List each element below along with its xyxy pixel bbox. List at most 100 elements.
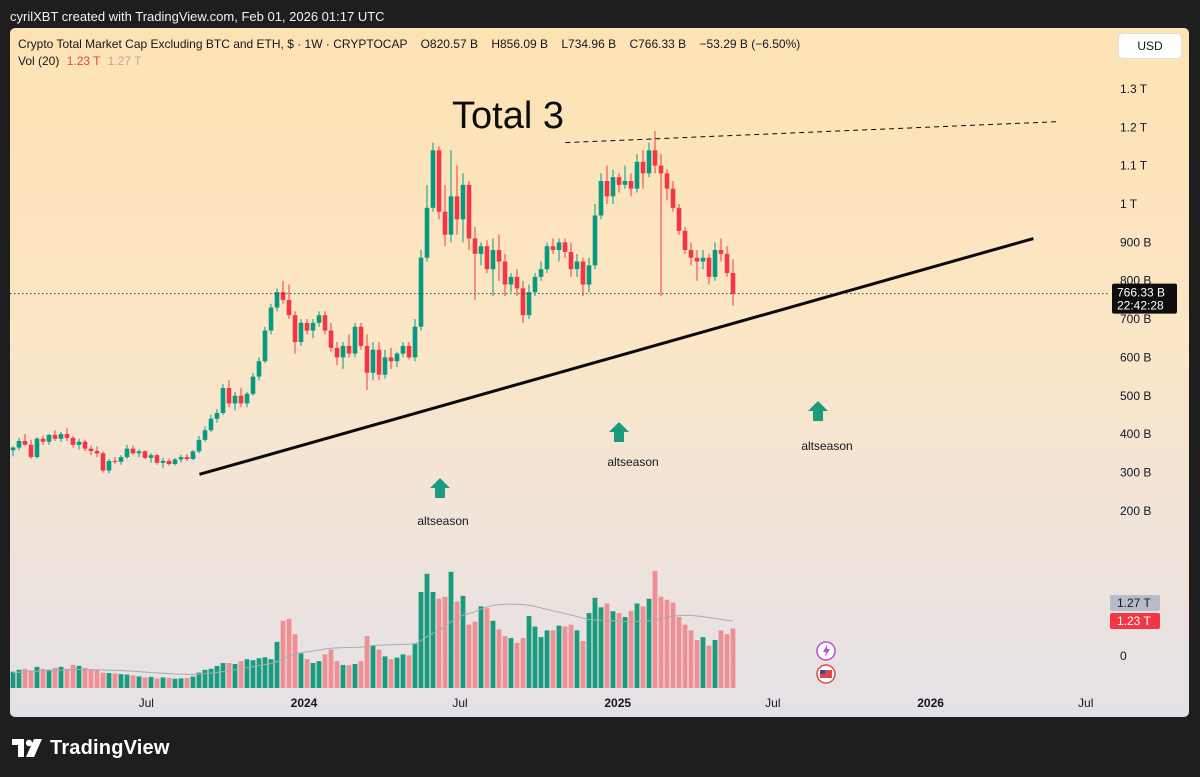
candle-body bbox=[16, 441, 22, 448]
symbol-name[interactable]: Crypto Total Market Cap Excluding BTC an… bbox=[18, 37, 408, 51]
volume-bar bbox=[196, 672, 202, 688]
candle-body bbox=[28, 444, 34, 458]
volume-bar bbox=[706, 645, 712, 688]
tradingview-logo[interactable]: TradingView bbox=[12, 736, 170, 760]
candle-body bbox=[634, 161, 640, 189]
candle-body bbox=[562, 242, 568, 252]
volume-bar bbox=[592, 597, 598, 688]
candle-body bbox=[256, 361, 262, 377]
candle-body bbox=[550, 246, 556, 251]
volume-bar bbox=[538, 637, 544, 688]
price-axis-label: 300 B bbox=[1120, 465, 1151, 479]
candle-body bbox=[154, 455, 160, 463]
volume-bar bbox=[292, 634, 298, 688]
candle-body bbox=[520, 288, 526, 316]
volume-bar bbox=[94, 669, 100, 688]
volume-legend[interactable]: Vol (20) 1.23 T 1.27 T bbox=[18, 54, 141, 68]
candle-body bbox=[376, 349, 382, 375]
time-axis-label: Jul bbox=[765, 696, 780, 710]
currency-button[interactable]: USD bbox=[1119, 34, 1181, 58]
volume-bar bbox=[508, 638, 514, 688]
volume-bar bbox=[640, 606, 646, 688]
open-value: O820.57 B bbox=[420, 37, 478, 51]
volume-bar bbox=[730, 628, 736, 688]
candle-body bbox=[352, 326, 358, 354]
candle-body bbox=[262, 330, 268, 362]
volume-ma-badge-label: 1.27 T bbox=[1117, 596, 1151, 610]
altseason-annotation: altseason bbox=[607, 422, 659, 469]
candle-body bbox=[442, 211, 448, 235]
candle-body bbox=[502, 261, 508, 285]
symbol-legend[interactable]: Crypto Total Market Cap Excluding BTC an… bbox=[18, 37, 800, 51]
chart-title: Total 3 bbox=[452, 95, 564, 137]
candle-body bbox=[430, 150, 436, 208]
volume-bar bbox=[658, 596, 664, 688]
volume-bar bbox=[568, 624, 574, 688]
volume-bar bbox=[580, 640, 586, 688]
us-flag-canton bbox=[820, 670, 825, 674]
candle-body bbox=[112, 460, 118, 462]
candle-body bbox=[184, 457, 190, 460]
candle-body bbox=[178, 457, 184, 460]
volume-bar bbox=[634, 603, 640, 688]
candle-body bbox=[670, 188, 676, 208]
candle-body bbox=[574, 261, 580, 270]
candle-body bbox=[250, 376, 256, 394]
volume-bar bbox=[160, 677, 166, 688]
candle-body bbox=[22, 441, 28, 445]
volume-bar bbox=[10, 671, 16, 688]
candle-body bbox=[496, 250, 502, 262]
price-axis-label: 700 B bbox=[1120, 312, 1151, 326]
volume-bar bbox=[544, 630, 550, 688]
volume-bar bbox=[142, 677, 148, 688]
volume-bar bbox=[154, 678, 160, 688]
volume-bar bbox=[616, 613, 622, 688]
candle-body bbox=[628, 180, 634, 189]
candle-body bbox=[268, 307, 274, 331]
volume-bar bbox=[478, 606, 484, 688]
time-axis-label: Jul bbox=[139, 696, 154, 710]
volume-bar bbox=[382, 656, 388, 688]
volume-bar bbox=[220, 663, 226, 688]
candle-body bbox=[436, 150, 442, 212]
price-axis-label: 200 B bbox=[1120, 504, 1151, 518]
volume-bar bbox=[430, 592, 436, 688]
time-axis-label: 2025 bbox=[604, 696, 631, 710]
volume-ma-line bbox=[12, 603, 734, 675]
tradingview-logo-text: TradingView bbox=[50, 736, 170, 759]
candle-body bbox=[568, 251, 574, 270]
volume-bar bbox=[526, 616, 532, 688]
volume-bar bbox=[676, 616, 682, 688]
candle-body bbox=[322, 315, 328, 331]
candle-body bbox=[280, 292, 286, 300]
volume-ma-value: 1.27 T bbox=[107, 54, 142, 68]
candle-body bbox=[514, 276, 520, 289]
candle-body bbox=[202, 430, 208, 440]
candle-body bbox=[490, 250, 496, 270]
volume-bar bbox=[556, 625, 562, 688]
volume-bar bbox=[52, 667, 58, 688]
volume-bar bbox=[448, 571, 454, 688]
volume-bar bbox=[652, 570, 658, 688]
volume-bar bbox=[664, 599, 670, 688]
candle-body bbox=[694, 257, 700, 262]
altseason-annotation: altseason bbox=[801, 401, 853, 453]
candle-body bbox=[274, 292, 280, 308]
volume-bar bbox=[670, 602, 676, 688]
volume-bar bbox=[370, 645, 376, 688]
volume-bar bbox=[22, 668, 28, 688]
candle-body bbox=[610, 177, 616, 197]
candle-body bbox=[406, 345, 412, 358]
volume-bar bbox=[286, 618, 292, 688]
lightning-icon bbox=[823, 645, 830, 657]
last-price-label: 766.33 B bbox=[1117, 286, 1165, 300]
volume-label[interactable]: Vol (20) bbox=[18, 54, 60, 68]
price-axis-label: 500 B bbox=[1120, 389, 1151, 403]
candle-body bbox=[340, 345, 346, 358]
candle-body bbox=[676, 207, 682, 231]
altseason-annotation: altseason bbox=[417, 478, 469, 528]
candle-body bbox=[82, 441, 88, 449]
support-trendline bbox=[199, 237, 1034, 476]
